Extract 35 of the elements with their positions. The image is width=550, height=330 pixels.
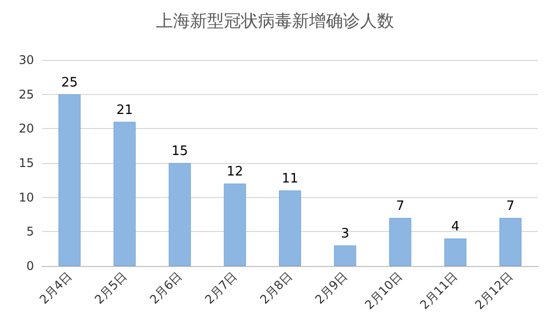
y-tick-label: 25	[18, 87, 34, 102]
data-label: 11	[282, 171, 298, 186]
chart-title: 上海新型冠状病毒新增确诊人数	[156, 12, 394, 32]
bar	[168, 163, 191, 266]
data-label: 12	[226, 164, 244, 180]
y-tick-label: 15	[18, 156, 34, 170]
x-tick-label: 2月12日	[472, 269, 516, 312]
x-tick-label: 2月9日	[312, 269, 350, 307]
data-label: 21	[116, 102, 133, 118]
x-tick-label: 2月6日	[147, 269, 185, 307]
bar	[389, 218, 412, 266]
y-tick-label: 0	[26, 259, 34, 273]
data-label: 25	[61, 75, 78, 90]
x-tick-label: 2月7日	[202, 269, 240, 307]
data-label: 15	[172, 144, 188, 159]
y-tick-label: 20	[18, 122, 34, 136]
data-label: 3	[340, 226, 350, 242]
data-label: 7	[506, 198, 515, 214]
y-tick-label: 5	[26, 224, 34, 239]
x-tick-label: 2月8日	[257, 269, 295, 307]
y-tick-label: 10	[18, 190, 34, 204]
x-tick-label: 2月10日	[362, 269, 406, 312]
bar	[224, 184, 246, 266]
y-tick-label: 30	[18, 53, 34, 67]
x-tick-label: 2月5日	[92, 269, 130, 307]
bar	[278, 190, 302, 266]
bar	[114, 122, 136, 266]
data-label: 7	[396, 198, 404, 214]
bar	[444, 238, 466, 266]
x-tick-label: 2月4日	[36, 269, 75, 307]
bar	[58, 94, 81, 266]
x-tick-label: 2月11日	[417, 269, 460, 312]
bar	[334, 245, 356, 266]
data-label: 4	[451, 220, 460, 235]
bar	[499, 218, 522, 266]
